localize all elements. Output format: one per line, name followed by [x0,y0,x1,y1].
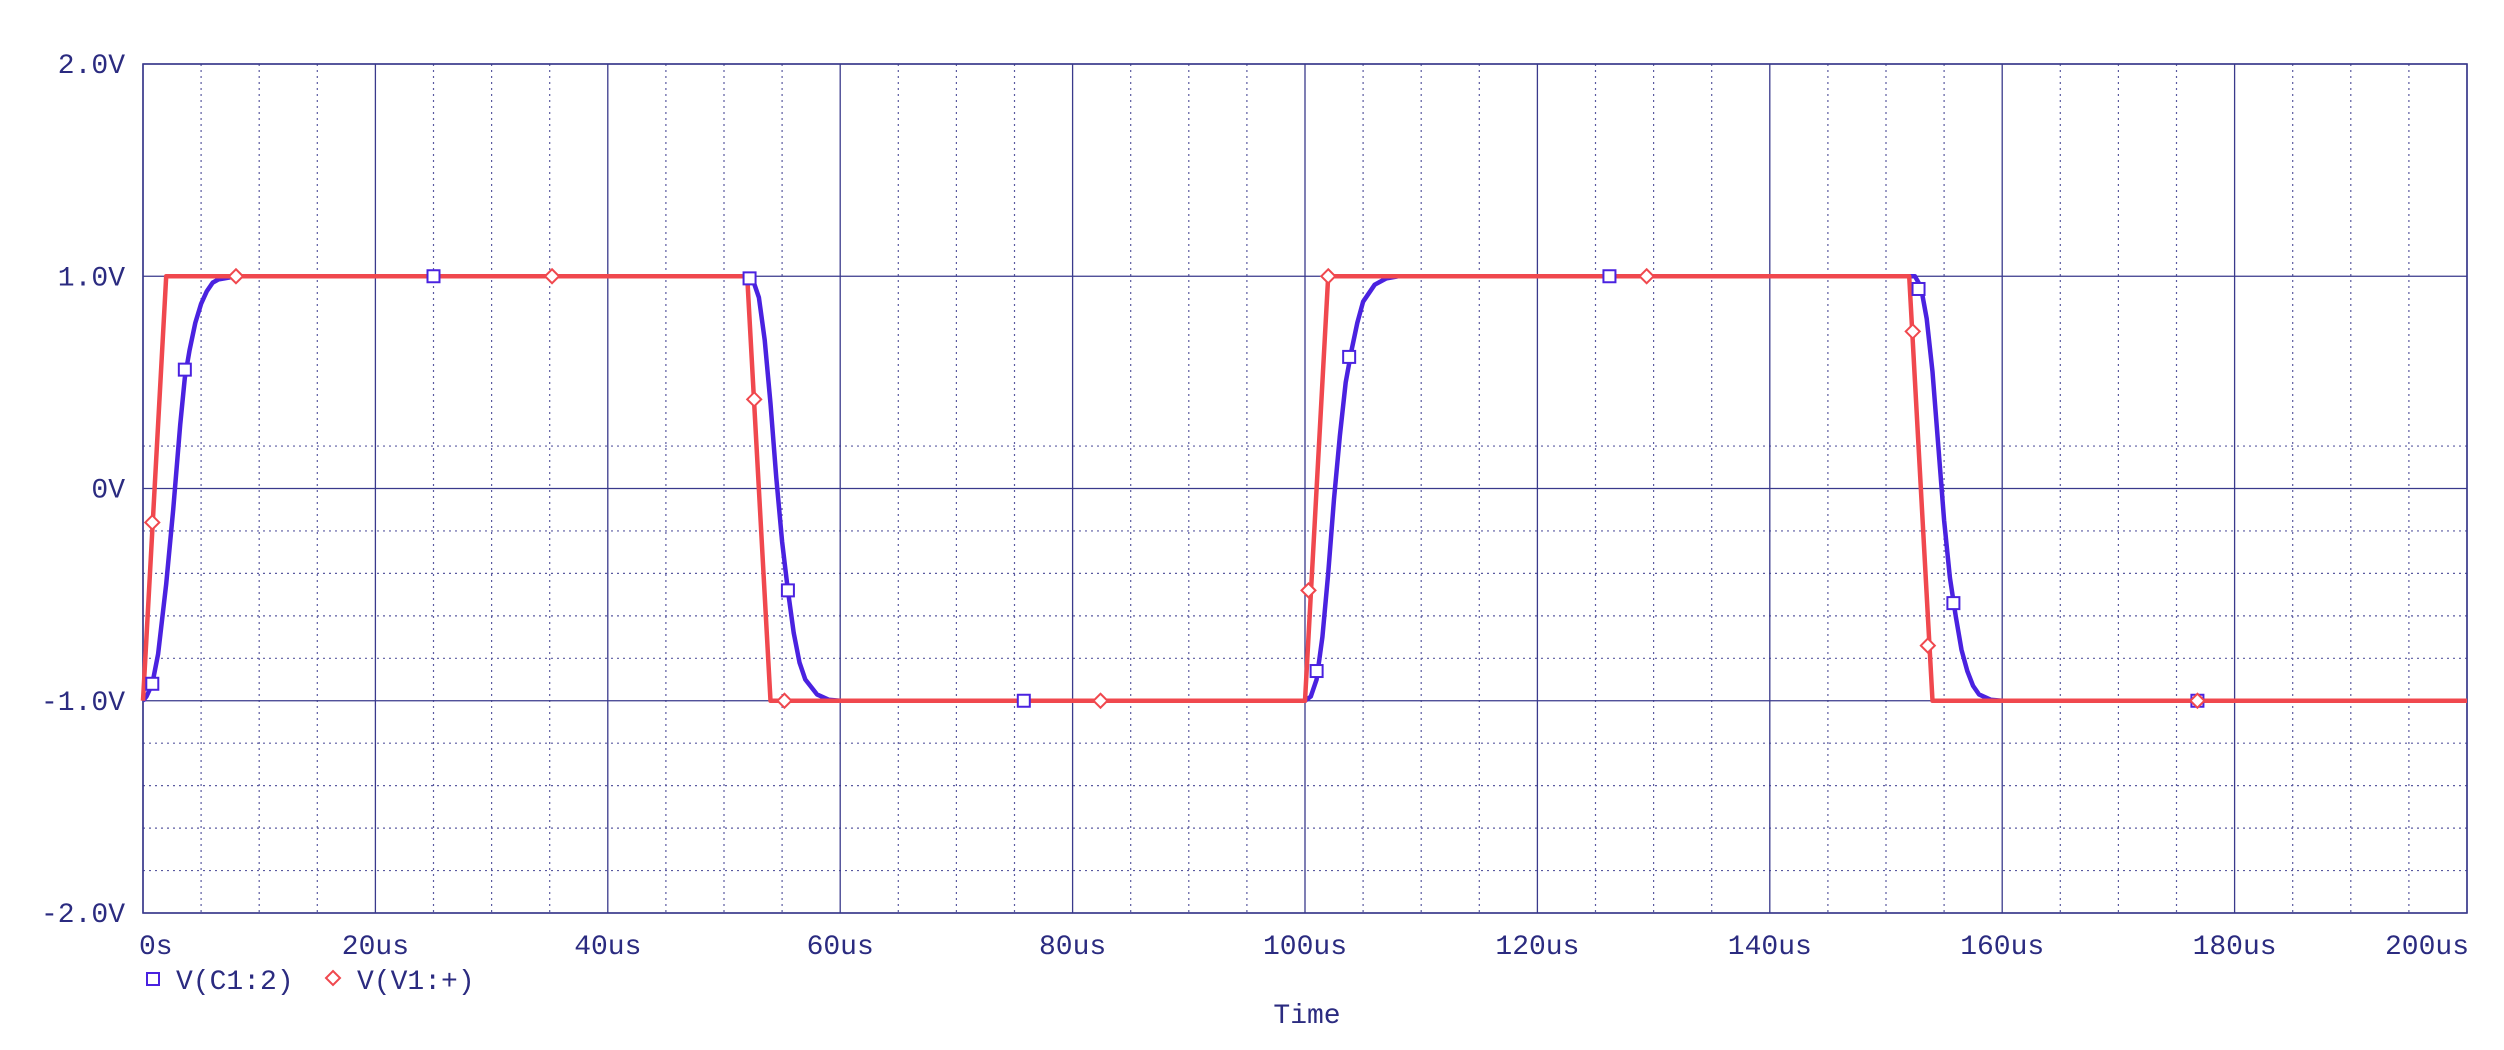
legend-label-v-v1-plus: V(V1:+) [357,967,475,998]
series-layer [140,274,2467,704]
y-tick-label: 1.0V [58,263,125,294]
x-tick-label: 40us [574,932,641,963]
y-tick-label: 2.0V [58,51,125,82]
x-tick-label: 200us [2385,932,2469,963]
x-tick-label: 0s [139,932,173,963]
data-point-v-c1-2 [1946,596,1961,611]
data-point-v-v1-plus [1919,637,1937,654]
legend: V(C1:2) V(V1:+) [146,967,475,998]
data-point-v-v1-plus [543,267,561,285]
data-point-v-c1-2 [1016,693,1031,708]
data-point-v-v1-plus [745,390,763,408]
data-point-v-v1-plus [143,514,161,531]
data-point-v-c1-2 [780,583,795,598]
series-line-v-v1-plus [140,274,2467,704]
x-tick-label: 120us [1495,932,1579,963]
x-tick-label: 60us [807,932,874,963]
x-tick-label: 180us [2193,932,2277,963]
legend-label-v-c1-2: V(C1:2) [176,967,294,998]
data-point-v-v1-plus [1300,581,1317,599]
x-tick-label: 100us [1263,932,1347,963]
data-point-v-c1-2 [426,269,441,284]
marker-layer [143,267,2206,710]
x-tick-label: 140us [1728,932,1812,963]
data-point-v-v1-plus [1638,267,1656,285]
x-axis-tick-labels: 0s 20us 40us 60us 80us 100us 120us 140us 160us 18… [139,932,2469,963]
x-tick-label: 80us [1039,932,1106,963]
y-tick-label: -2.0V [41,900,125,931]
data-point-v-c1-2 [742,271,757,286]
data-point-v-v1-plus [2189,692,2206,710]
data-point-v-c1-2 [177,362,192,377]
data-point-v-v1-plus [776,692,793,710]
x-tick-label: 20us [342,932,409,963]
data-point-v-c1-2 [145,676,160,691]
data-point-v-v1-plus [1904,323,1922,340]
y-tick-label: 0V [91,476,125,507]
data-point-v-c1-2 [1911,281,1926,296]
data-point-v-c1-2 [1602,269,1617,284]
y-tick-label: -1.0V [41,688,125,719]
x-axis-title: Time [1273,1001,1340,1032]
legend-marker-v-v1-plus [324,969,342,987]
data-point-v-v1-plus [227,267,245,285]
data-point-v-v1-plus [1092,692,1109,710]
plot-frame [142,63,2468,914]
data-point-v-c1-2 [1342,349,1357,364]
data-point-v-c1-2 [1309,664,1324,679]
x-tick-label: 160us [1960,932,2044,963]
legend-marker-v-c1-2 [146,972,160,986]
data-point-v-v1-plus [1319,267,1337,285]
y-axis-tick-labels: -2.0V -1.0V 0V 1.0V 2.0V [41,51,125,931]
